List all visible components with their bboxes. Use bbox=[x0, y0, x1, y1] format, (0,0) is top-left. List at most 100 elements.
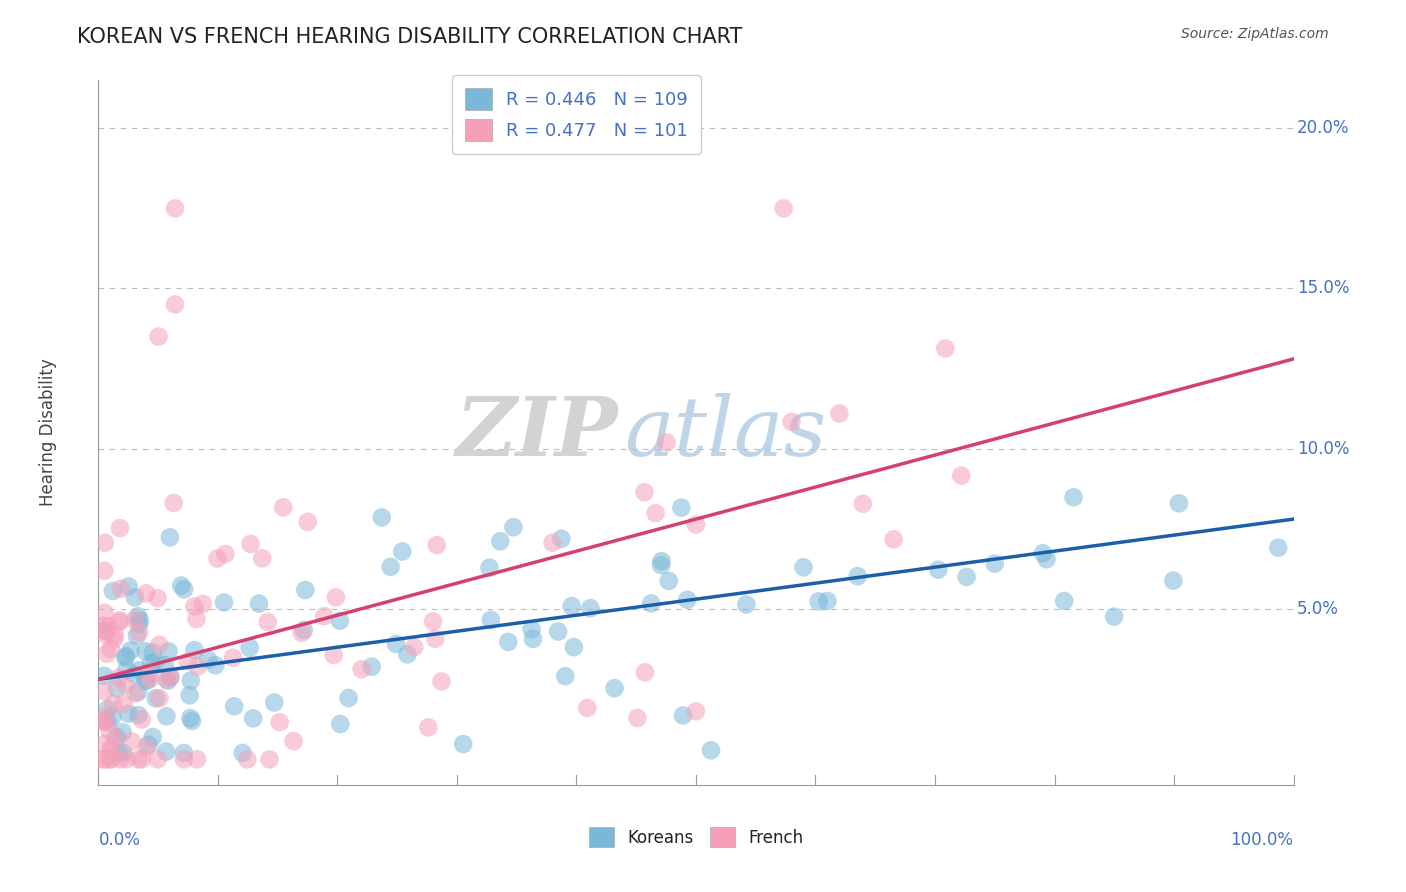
Point bbox=[165, 202, 187, 216]
Point bbox=[576, 701, 599, 715]
Point bbox=[232, 746, 254, 760]
Point bbox=[105, 731, 128, 745]
Point bbox=[191, 597, 214, 611]
Point bbox=[672, 708, 695, 723]
Point bbox=[125, 629, 148, 643]
Point bbox=[256, 615, 278, 629]
Point bbox=[128, 663, 150, 677]
Point bbox=[146, 752, 169, 766]
Point bbox=[478, 560, 501, 574]
Point bbox=[633, 485, 655, 500]
Point bbox=[391, 544, 413, 558]
Point bbox=[136, 673, 159, 688]
Point bbox=[181, 714, 204, 728]
Point bbox=[422, 615, 444, 629]
Text: 0.0%: 0.0% bbox=[98, 830, 141, 849]
Point bbox=[186, 612, 208, 626]
Point bbox=[271, 500, 294, 515]
Point bbox=[101, 710, 124, 724]
Point bbox=[325, 591, 347, 605]
Point bbox=[117, 706, 139, 721]
Point bbox=[603, 681, 626, 695]
Point bbox=[329, 614, 352, 628]
Point bbox=[138, 738, 160, 752]
Point bbox=[430, 674, 453, 689]
Point bbox=[561, 599, 583, 614]
Point bbox=[105, 681, 128, 696]
Point bbox=[108, 752, 131, 766]
Point bbox=[314, 609, 336, 624]
Point bbox=[142, 646, 165, 660]
Point bbox=[94, 624, 117, 638]
Point bbox=[128, 617, 150, 632]
Point bbox=[173, 752, 195, 766]
Point bbox=[143, 656, 166, 670]
Point bbox=[792, 560, 814, 574]
Point bbox=[98, 752, 121, 766]
Point bbox=[128, 625, 150, 640]
Point bbox=[780, 415, 803, 429]
Point bbox=[214, 547, 236, 561]
Point bbox=[94, 536, 117, 550]
Point bbox=[93, 669, 115, 683]
Point bbox=[236, 752, 259, 766]
Point bbox=[93, 624, 115, 638]
Point bbox=[883, 533, 905, 547]
Point bbox=[97, 702, 120, 716]
Point bbox=[634, 665, 657, 680]
Point bbox=[100, 742, 122, 756]
Point bbox=[93, 714, 115, 729]
Point bbox=[418, 720, 440, 734]
Point bbox=[239, 537, 262, 551]
Point bbox=[927, 563, 949, 577]
Text: 15.0%: 15.0% bbox=[1298, 279, 1350, 297]
Point bbox=[550, 532, 572, 546]
Point bbox=[385, 637, 408, 651]
Point bbox=[142, 730, 165, 744]
Point bbox=[259, 752, 281, 766]
Point bbox=[828, 407, 851, 421]
Point bbox=[101, 584, 124, 599]
Point bbox=[131, 713, 153, 727]
Point bbox=[155, 709, 177, 723]
Point bbox=[135, 586, 157, 600]
Point bbox=[108, 521, 131, 535]
Point bbox=[239, 640, 262, 655]
Point bbox=[502, 520, 524, 534]
Point bbox=[146, 591, 169, 605]
Point bbox=[96, 647, 118, 661]
Point bbox=[108, 613, 131, 627]
Point bbox=[159, 530, 181, 544]
Point bbox=[644, 506, 666, 520]
Point bbox=[224, 699, 246, 714]
Point bbox=[112, 746, 135, 760]
Point bbox=[179, 711, 201, 725]
Point bbox=[547, 624, 569, 639]
Point bbox=[650, 558, 672, 573]
Point bbox=[676, 592, 699, 607]
Point bbox=[97, 619, 120, 633]
Text: 20.0%: 20.0% bbox=[1298, 120, 1350, 137]
Point bbox=[138, 666, 160, 681]
Point bbox=[207, 551, 229, 566]
Point bbox=[114, 678, 136, 692]
Point bbox=[955, 570, 977, 584]
Point bbox=[700, 743, 723, 757]
Point bbox=[135, 644, 157, 658]
Point bbox=[104, 628, 127, 642]
Point bbox=[451, 737, 474, 751]
Point bbox=[222, 650, 245, 665]
Point bbox=[157, 644, 180, 658]
Point bbox=[186, 752, 208, 766]
Point bbox=[479, 613, 502, 627]
Point bbox=[212, 595, 235, 609]
Point bbox=[294, 582, 316, 597]
Point bbox=[93, 564, 115, 578]
Point bbox=[1267, 541, 1289, 555]
Point bbox=[121, 734, 143, 748]
Point bbox=[115, 663, 138, 677]
Point bbox=[329, 717, 352, 731]
Text: 5.0%: 5.0% bbox=[1298, 599, 1339, 618]
Point bbox=[371, 510, 394, 524]
Point bbox=[139, 672, 162, 686]
